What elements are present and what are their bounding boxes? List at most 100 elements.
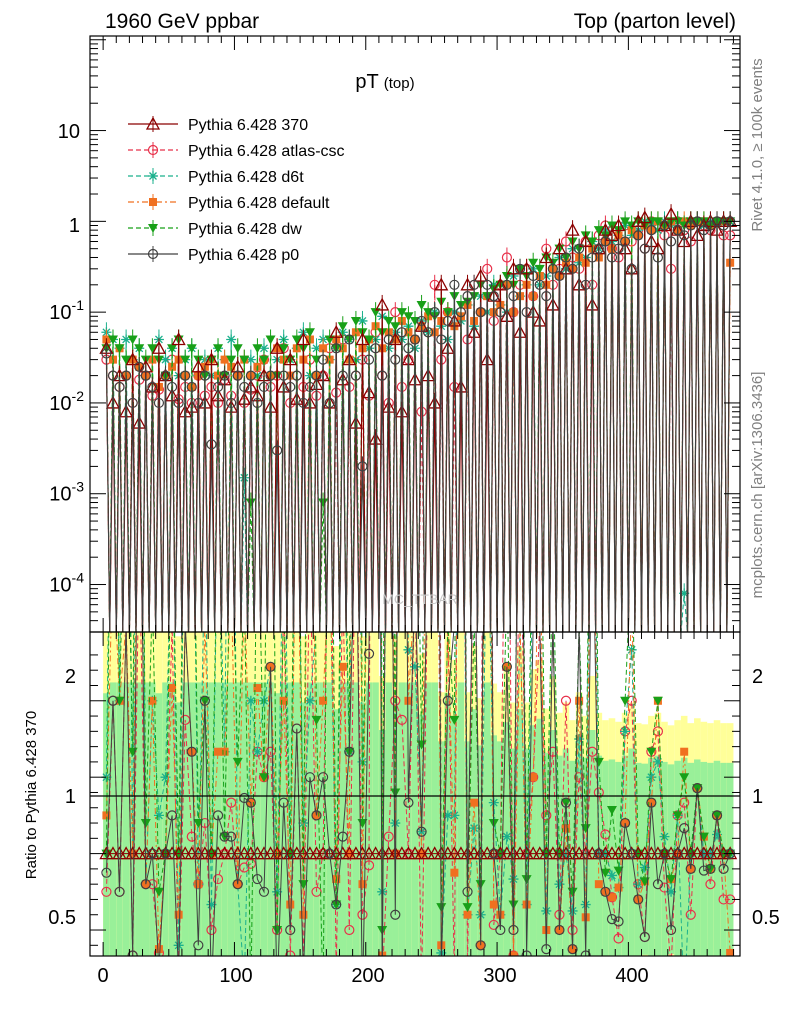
data-point	[258, 343, 269, 354]
data-point	[140, 370, 151, 381]
data-point	[580, 279, 591, 290]
data-point	[239, 355, 250, 365]
data-point	[298, 397, 309, 409]
ratio-band-green	[122, 682, 130, 956]
legend-entry: Pythia 6.428 atlas-csc	[188, 143, 345, 160]
ratio-point	[692, 783, 703, 794]
data-point	[219, 370, 230, 381]
data-point	[574, 243, 585, 254]
header-left: 1960 GeV ppbar	[105, 10, 259, 33]
ratio-point	[344, 924, 355, 936]
data-point	[368, 431, 383, 445]
data-point	[633, 230, 644, 241]
ratio-band-green	[529, 725, 537, 956]
data-point	[319, 344, 328, 353]
data-point	[226, 355, 237, 365]
ratio-point	[718, 894, 729, 905]
ratio-point	[200, 543, 210, 553]
ratio-band-green	[293, 682, 301, 956]
ratio-point	[679, 773, 690, 783]
ytick-label-exp: 10-3	[49, 479, 84, 506]
ratio-point	[396, 714, 407, 725]
xtick-label-200: 200	[351, 965, 384, 987]
ratio-point	[193, 940, 204, 951]
ratio-band-green	[306, 682, 314, 956]
ratio-point	[482, 492, 492, 502]
ratio-point	[626, 848, 637, 859]
data-point	[265, 335, 276, 345]
ratio-point	[301, 955, 306, 956]
ratio-point	[449, 810, 460, 821]
data-point	[121, 370, 132, 381]
ratio-band-green	[694, 759, 701, 956]
data-point	[409, 334, 421, 345]
data-point	[383, 316, 394, 326]
ratio-band-green	[326, 682, 333, 956]
ratio-point	[501, 831, 512, 842]
data-point	[692, 216, 703, 227]
ratio-point	[245, 797, 256, 808]
ratio-point	[232, 879, 243, 890]
ratio-band-green	[234, 682, 242, 956]
rivet-label: Rivet 4.1.0, ≥ 100k events	[749, 58, 766, 231]
data-point	[620, 236, 631, 247]
ratio-band-green	[319, 682, 327, 956]
ratio-point	[390, 788, 401, 798]
ratio-band-green	[654, 755, 662, 956]
ratio-band-green	[208, 682, 215, 956]
ratio-point	[174, 968, 183, 977]
ratio-band-green	[267, 682, 274, 956]
ratio-point	[606, 870, 617, 881]
data-point	[337, 322, 348, 332]
ratio-point	[416, 826, 427, 837]
ratio-band-green	[405, 682, 412, 956]
ratio-point	[258, 695, 269, 706]
data-point	[488, 291, 499, 302]
ratio-point	[187, 323, 197, 332]
ratio-point	[639, 862, 650, 873]
ratio-point	[390, 909, 401, 920]
data-point	[508, 291, 519, 302]
ratio-point	[567, 905, 578, 916]
data-point	[134, 361, 145, 372]
ratio-point	[450, 868, 459, 877]
ratio-point	[508, 874, 519, 885]
ratio-point	[226, 797, 237, 808]
ratio-point	[403, 644, 414, 655]
ratio-band-green	[582, 757, 589, 956]
ratio-band-green	[634, 762, 642, 956]
ratio-point	[187, 322, 197, 332]
data-point	[659, 220, 670, 231]
ratio-band-green	[188, 682, 196, 956]
ratio-point	[226, 831, 237, 842]
ratio-band-green	[116, 682, 123, 956]
ratio-point	[646, 747, 657, 757]
ratio-point	[680, 747, 689, 756]
ratio-point	[292, 446, 302, 456]
ratio-point	[245, 858, 256, 869]
ratio-point	[219, 831, 230, 842]
ratio-point	[639, 931, 650, 943]
ratio-point	[101, 886, 112, 897]
data-point	[258, 355, 269, 365]
ratio-band-green	[536, 718, 544, 956]
ratio-point	[299, 910, 308, 919]
ratio-point	[167, 492, 177, 502]
ratio-band-green	[648, 757, 655, 956]
ratio-point	[305, 543, 314, 552]
data-point	[541, 291, 552, 302]
ratio-band-green	[109, 682, 117, 956]
ratio-point	[462, 903, 473, 913]
data-point	[449, 279, 460, 290]
ratio-point	[672, 848, 683, 859]
ratio-point	[390, 695, 401, 706]
data-point	[239, 381, 250, 393]
ratio-point	[304, 695, 315, 706]
data-point	[357, 315, 368, 326]
data-point	[160, 370, 171, 381]
ratio-point	[147, 848, 158, 859]
data-point	[296, 332, 311, 346]
legend-entry: Pythia 6.428 p0	[188, 247, 299, 264]
legend-entry: Pythia 6.428 d6t	[188, 169, 304, 186]
data-point	[672, 225, 683, 236]
